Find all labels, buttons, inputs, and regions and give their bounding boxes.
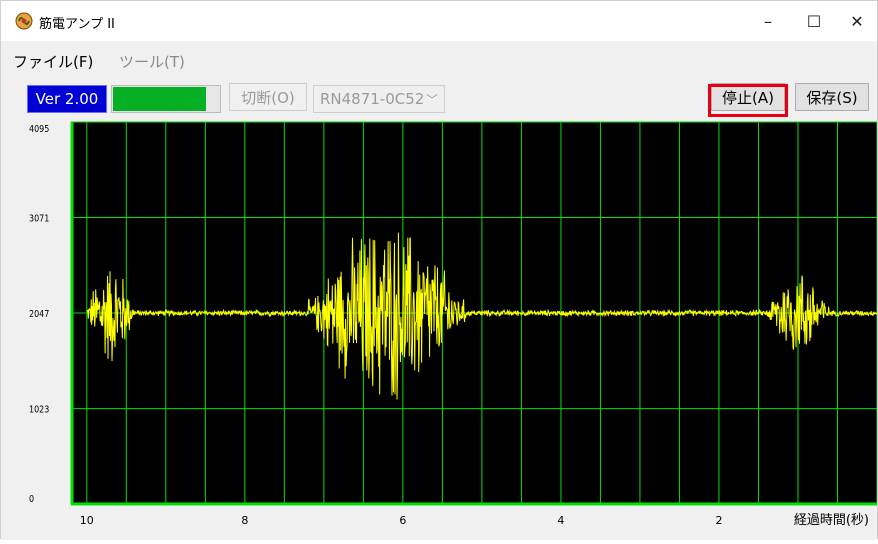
disconnect-button[interactable]: 切断(O): [229, 83, 307, 111]
version-badge: Ver 2.00: [27, 85, 107, 113]
emg-chart: 4095 3071 2047 1023 0 10 8 6 4 2 経過時間(秒): [29, 121, 878, 528]
signal-level-fill: [113, 87, 207, 111]
window-title: 筋電アンプ II: [39, 17, 115, 32]
maximize-icon: ☐: [806, 11, 822, 31]
menu-bar: ファイル(F) ツール(T): [1, 41, 877, 79]
x-tick-label: 8: [241, 514, 248, 527]
close-icon: ✕: [850, 11, 864, 31]
y-tick-label: 0: [29, 494, 34, 505]
y-tick-label: 2047: [29, 309, 49, 320]
menu-tools[interactable]: ツール(T): [119, 53, 185, 71]
emg-signal-line: [86, 232, 878, 400]
device-select-value: RN4871-0C52: [320, 90, 425, 108]
signal-level-bar: [111, 85, 221, 113]
plot-area: 4095 3071 2047 1023 0 10 8 6 4 2 経過時間(秒): [1, 119, 878, 540]
toolbar: Ver 2.00 切断(O) RN4871-0C52 ﹀ 停止(A) 保存(S): [1, 83, 877, 119]
y-tick-label: 1023: [29, 405, 50, 416]
minimize-icon: –: [764, 11, 772, 31]
stop-button[interactable]: 停止(A): [711, 83, 785, 111]
save-button[interactable]: 保存(S): [795, 83, 869, 111]
y-tick-label: 3071: [29, 214, 49, 225]
title-bar[interactable]: 筋電アンプ II – ☐ ✕: [1, 1, 877, 41]
app-icon: [15, 12, 33, 30]
menu-file[interactable]: ファイル(F): [13, 53, 94, 71]
chevron-down-icon: ﹀: [425, 93, 438, 107]
device-select[interactable]: RN4871-0C52 ﹀: [313, 85, 445, 113]
x-axis-label: 経過時間(秒): [794, 513, 869, 528]
x-tick-label: 10: [80, 514, 94, 527]
x-tick-label: 2: [715, 514, 722, 527]
y-tick-label: 4095: [29, 124, 49, 135]
close-button[interactable]: ✕: [837, 1, 877, 41]
maximize-button[interactable]: ☐: [791, 1, 837, 41]
stop-button-highlight: [708, 84, 788, 117]
x-tick-label: 6: [399, 514, 406, 527]
minimize-button[interactable]: –: [745, 1, 791, 41]
x-tick-label: 4: [557, 514, 564, 527]
